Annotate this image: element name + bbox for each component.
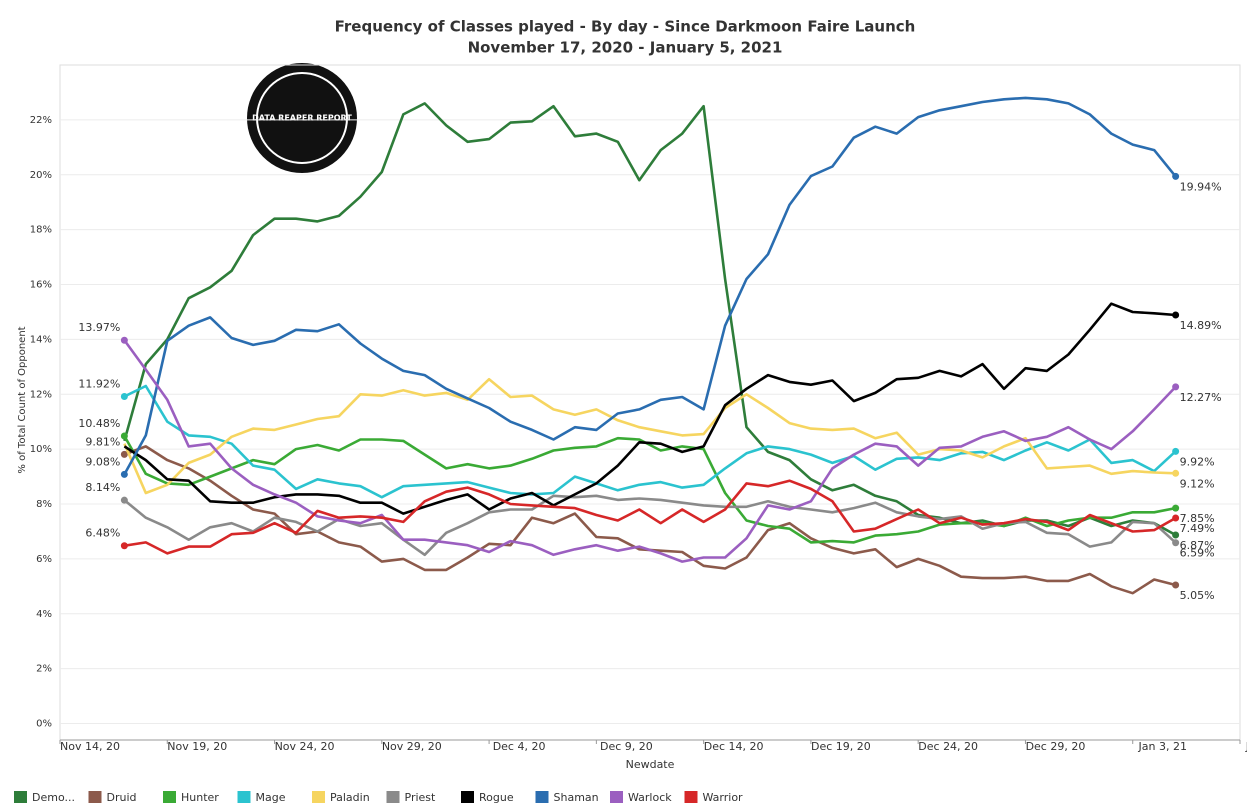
data-label: 19.94% [1180,180,1222,193]
data-label: 14.89% [1180,319,1222,332]
y-tick-label: 18% [30,225,52,236]
y-tick-label: 16% [30,280,52,291]
logo-circle [247,63,357,173]
data-label: 11.92% [78,377,120,390]
legend-label: Warlock [628,791,672,804]
end-point [1172,469,1180,477]
end-point [120,496,128,504]
legend-label: Demo... [32,791,75,804]
legend-swatch [237,791,251,803]
series-line [123,377,1176,495]
legend-label: Mage [256,791,286,804]
legend-swatch [312,791,325,803]
legend-label: Paladin [330,791,370,804]
data-label: 9.12% [1180,477,1215,490]
data-label: 9.08% [85,455,120,468]
x-tick-label: Nov 24, 20 [275,740,335,753]
x-tick-label: Jan 8, 21 [1245,740,1247,753]
y-tick-label: 12% [30,389,52,400]
y-tick-label: 14% [30,334,52,345]
x-tick-label: Dec 9, 20 [600,740,653,753]
legend-swatch [386,791,400,803]
x-tick-label: Dec 29, 20 [1026,740,1086,753]
x-tick-label: Dec 19, 20 [811,740,871,753]
data-label: 12.27% [1180,391,1222,404]
series-line [124,479,1177,555]
y-tick-label: 0% [36,719,52,730]
data-label: 5.05% [1180,589,1215,602]
x-tick-label: Dec 4, 20 [493,740,546,753]
y-tick-label: 20% [30,170,52,181]
y-tick-label: 10% [30,444,52,455]
end-point [1172,172,1180,180]
x-tick-label: Dec 14, 20 [704,740,764,753]
legend-label: Priest [405,791,437,804]
data-label: 7.49% [1180,522,1215,535]
chart-subtitle: November 17, 2020 - January 5, 2021 [468,39,783,57]
data-label: 6.59% [1180,547,1215,560]
data-label: 6.48% [85,527,120,540]
x-tick-label: Nov 29, 20 [382,740,442,753]
legend-swatch [88,791,102,803]
y-tick-label: 4% [36,609,52,620]
end-point [1172,504,1180,512]
series-line [123,435,1176,544]
y-tick-label: 6% [36,554,52,565]
data-label: 13.97% [78,321,120,334]
legend-swatch [610,791,623,803]
series-line [123,384,1177,499]
x-tick-label: Jan 3, 21 [1138,740,1187,753]
x-tick-label: Dec 24, 20 [918,740,978,753]
end-point [1172,311,1180,319]
end-point [1172,581,1180,589]
logo: DATA REAPER REPORT [247,63,357,173]
series-line [123,302,1176,515]
legend-swatch [14,791,27,803]
logo-text: DATA REAPER REPORT [252,114,352,123]
data-label: 9.81% [85,435,120,448]
legend-label: Rogue [479,791,514,804]
data-label: 8.14% [85,481,120,494]
legend-swatch [535,791,549,803]
data-label: 7.85% [1180,512,1215,525]
end-point [1172,539,1180,547]
legend-label: Druid [107,791,137,804]
y-tick-label: 8% [36,499,52,510]
end-point [120,336,128,344]
end-point [1172,531,1180,539]
end-point [120,392,128,400]
legend-label: Warrior [703,791,744,804]
data-label: 10.48% [78,417,120,430]
data-label: 6.87% [1180,539,1215,552]
chart-title: Frequency of Classes played - By day - S… [335,18,916,36]
end-point [1172,514,1180,522]
legend-label: Hunter [181,791,219,804]
end-point [120,450,128,458]
end-point [120,542,128,550]
y-axis-title: % of Total Count of Opponent [17,326,28,473]
x-tick-label: Nov 14, 20 [60,740,120,753]
x-tick-label: Nov 19, 20 [167,740,227,753]
y-tick-label: 22% [30,115,52,126]
series-line [123,96,1177,476]
end-point [1172,383,1180,391]
legend-swatch [684,791,698,803]
legend-swatch [461,791,474,803]
end-point [120,432,128,440]
data-label: 9.92% [1180,455,1215,468]
legend-swatch [163,791,176,803]
end-point [120,470,128,478]
logo-ring [256,72,348,164]
end-point [1172,447,1180,455]
x-axis-title: Newdate [626,758,675,771]
y-tick-label: 2% [36,664,52,675]
legend-label: Shaman [554,791,599,804]
series-line [123,339,1177,563]
